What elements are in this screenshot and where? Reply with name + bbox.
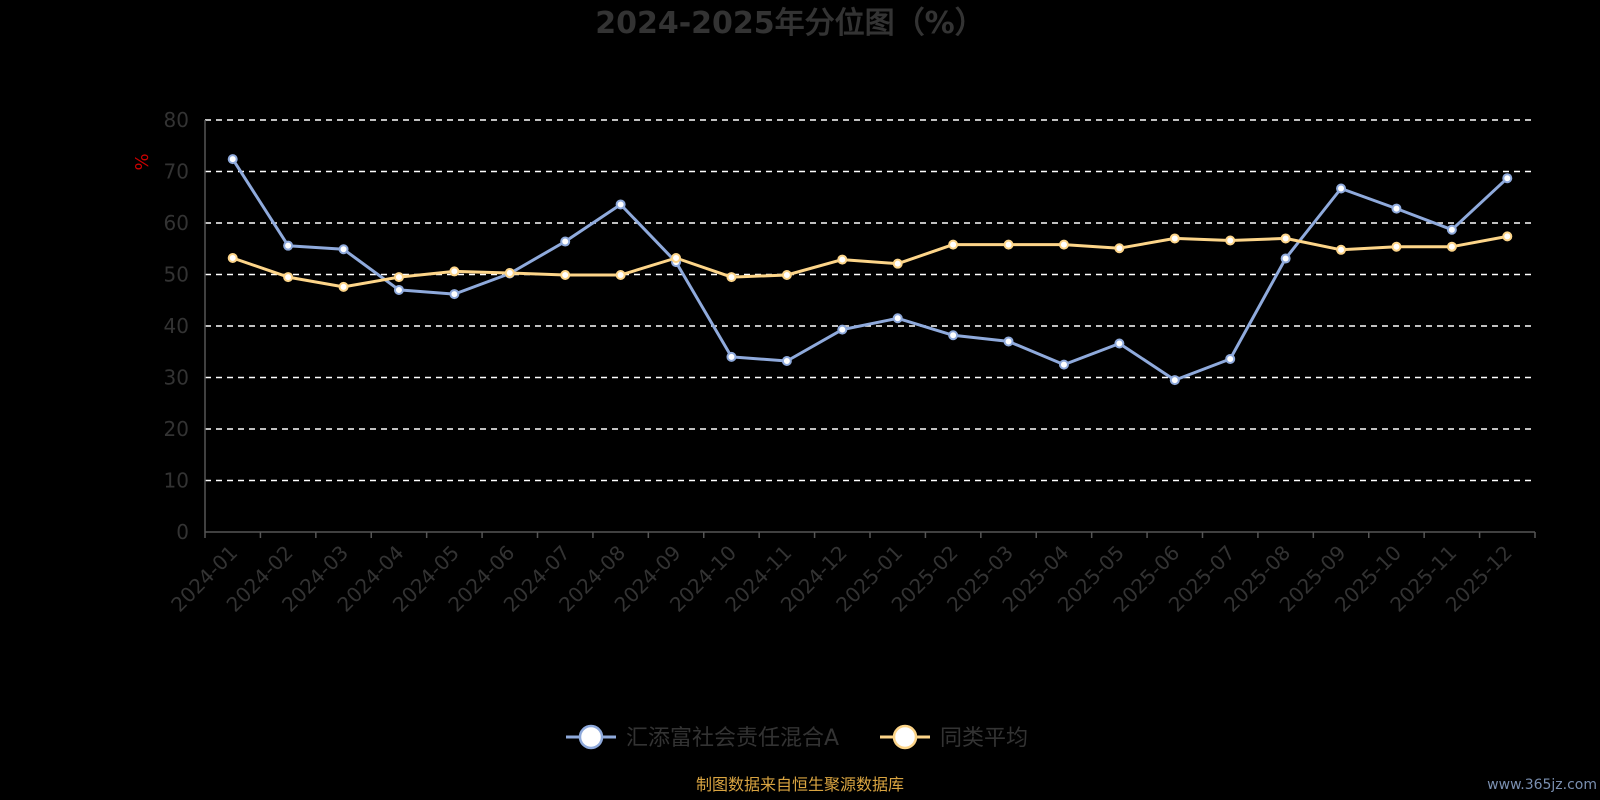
data-point[interactable] xyxy=(338,244,349,255)
data-point[interactable] xyxy=(227,154,238,165)
data-point[interactable] xyxy=(837,254,848,265)
watermark: www.365jz.com xyxy=(1487,777,1597,793)
data-point[interactable] xyxy=(393,284,404,295)
data-point[interactable] xyxy=(948,239,959,250)
data-point[interactable] xyxy=(1003,239,1014,250)
data-point[interactable] xyxy=(1169,233,1180,244)
data-point[interactable] xyxy=(338,281,349,292)
data-point[interactable] xyxy=(892,313,903,324)
y-tick-label: 0 xyxy=(176,520,189,544)
data-point[interactable] xyxy=(837,324,848,335)
series-lines xyxy=(227,154,1513,386)
data-point[interactable] xyxy=(1058,359,1069,370)
axes xyxy=(204,120,1536,538)
legend: 汇添富社会责任混合A 同类平均 xyxy=(566,724,1028,751)
y-tick-label: 70 xyxy=(164,160,189,184)
data-point[interactable] xyxy=(1336,244,1347,255)
data-point[interactable] xyxy=(671,253,682,264)
data-point[interactable] xyxy=(1003,336,1014,347)
data-point[interactable] xyxy=(1391,241,1402,252)
legend-marker-swatch xyxy=(578,724,604,750)
data-point[interactable] xyxy=(504,267,515,278)
data-point[interactable] xyxy=(615,199,626,210)
data-point[interactable] xyxy=(283,240,294,251)
data-point[interactable] xyxy=(1502,173,1513,184)
series-line-1 xyxy=(232,234,1508,289)
data-point[interactable] xyxy=(449,289,460,300)
data-point[interactable] xyxy=(1280,233,1291,244)
legend-item-0[interactable]: 汇添富社会责任混合A xyxy=(566,724,839,751)
data-point[interactable] xyxy=(948,330,959,341)
legend-label: 同类平均 xyxy=(940,726,1028,751)
legend-marker-swatch xyxy=(892,724,918,750)
data-point[interactable] xyxy=(1225,235,1236,246)
y-axis-ticks: 0 10 20 30 40 50 60 70 80 xyxy=(164,108,189,544)
data-point[interactable] xyxy=(615,270,626,281)
data-point[interactable] xyxy=(1391,203,1402,214)
y-axis-unit-label: % xyxy=(132,153,153,170)
data-point[interactable] xyxy=(227,253,238,264)
data-source-note: 制图数据来自恒生聚源数据库 xyxy=(696,775,904,794)
data-point[interactable] xyxy=(892,258,903,269)
data-point[interactable] xyxy=(393,272,404,283)
data-point[interactable] xyxy=(781,270,792,281)
y-tick-label: 40 xyxy=(164,314,189,338)
data-point[interactable] xyxy=(1446,224,1457,235)
data-point[interactable] xyxy=(1502,231,1513,242)
data-point[interactable] xyxy=(560,236,571,247)
x-axis-ticks: 2024-012024-022024-032024-042024-052024-… xyxy=(166,541,1517,617)
y-tick-label: 80 xyxy=(164,108,189,132)
chart-title: 2024-2025年分位图（%） xyxy=(595,6,985,41)
data-point[interactable] xyxy=(1058,239,1069,250)
y-tick-label: 60 xyxy=(164,211,189,235)
y-tick-label: 50 xyxy=(164,263,189,287)
data-point[interactable] xyxy=(1225,353,1236,364)
data-point[interactable] xyxy=(560,270,571,281)
data-point[interactable] xyxy=(1114,243,1125,254)
grid-lines xyxy=(205,119,1535,482)
y-tick-label: 20 xyxy=(164,417,189,441)
y-tick-label: 10 xyxy=(164,469,189,493)
y-tick-label: 30 xyxy=(164,366,189,390)
data-point[interactable] xyxy=(283,272,294,283)
data-point[interactable] xyxy=(449,266,460,277)
data-point[interactable] xyxy=(726,272,737,283)
data-point[interactable] xyxy=(726,351,737,362)
series-line-0 xyxy=(231,158,1509,382)
data-point[interactable] xyxy=(781,356,792,367)
legend-item-1[interactable]: 同类平均 xyxy=(880,724,1028,751)
legend-label: 汇添富社会责任混合A xyxy=(626,726,839,751)
data-point[interactable] xyxy=(1280,253,1291,264)
data-point[interactable] xyxy=(1446,241,1457,252)
data-point[interactable] xyxy=(1169,375,1180,386)
data-point[interactable] xyxy=(1336,183,1347,194)
data-point[interactable] xyxy=(1114,338,1125,349)
